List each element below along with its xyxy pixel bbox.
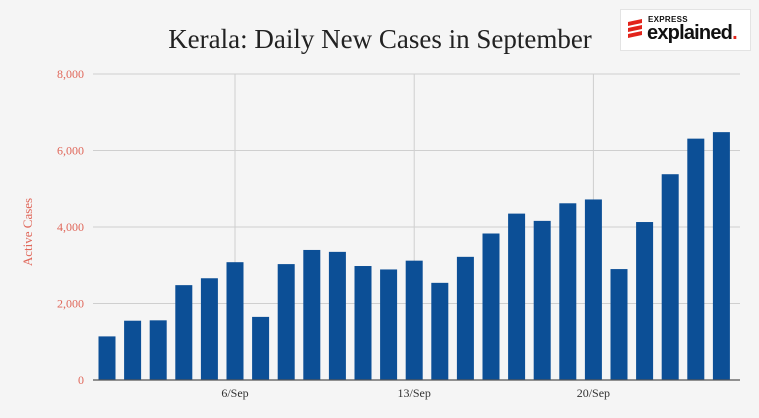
bar: [175, 285, 193, 380]
bar: [712, 132, 730, 380]
y-tick-label: 4,000: [57, 220, 84, 234]
bar: [380, 269, 398, 380]
bar: [303, 249, 321, 380]
express-explained-logo: EXPRESS explained.: [620, 9, 751, 51]
logo-mark-icon: [628, 19, 642, 38]
x-tick-label: 6/Sep: [221, 386, 248, 400]
bar: [610, 269, 628, 380]
bar: [661, 174, 679, 380]
bar: [328, 251, 346, 380]
chart-title: Kerala: Daily New Cases in September: [168, 24, 592, 54]
bar: [277, 264, 295, 380]
y-tick-label: 2,000: [57, 297, 84, 311]
bar: [226, 262, 244, 380]
y-axis-ticks: 0 2,000 4,000 6,000 8,000: [57, 67, 84, 387]
y-axis-label: Active Cases: [20, 198, 35, 266]
bar: [456, 256, 474, 380]
bars: [98, 132, 730, 380]
bar: [405, 260, 423, 380]
bar: [124, 320, 142, 380]
x-tick-label: 20/Sep: [577, 386, 610, 400]
bar: [636, 222, 654, 380]
bar: [98, 336, 116, 380]
bar: [559, 203, 577, 380]
x-axis-ticks: 6/Sep 13/Sep 20/Sep: [221, 386, 610, 400]
y-tick-label: 0: [78, 373, 84, 387]
bar: [482, 233, 500, 380]
bar: [687, 138, 705, 380]
bar: [584, 199, 602, 380]
y-tick-label: 8,000: [57, 67, 84, 81]
logo-dot: .: [732, 22, 738, 44]
logo-word: explained: [647, 22, 733, 44]
x-tick-label: 13/Sep: [398, 386, 431, 400]
bar: [252, 316, 270, 380]
bar: [200, 278, 218, 380]
bar: [508, 213, 526, 380]
bar: [533, 220, 551, 380]
bar: [431, 282, 449, 380]
bar: [149, 320, 167, 380]
bar: [354, 266, 372, 380]
logo-small-text: EXPRESS: [648, 15, 688, 24]
y-tick-label: 6,000: [57, 144, 84, 158]
grid: [93, 73, 740, 380]
logo-big-text: explained.: [647, 22, 738, 44]
